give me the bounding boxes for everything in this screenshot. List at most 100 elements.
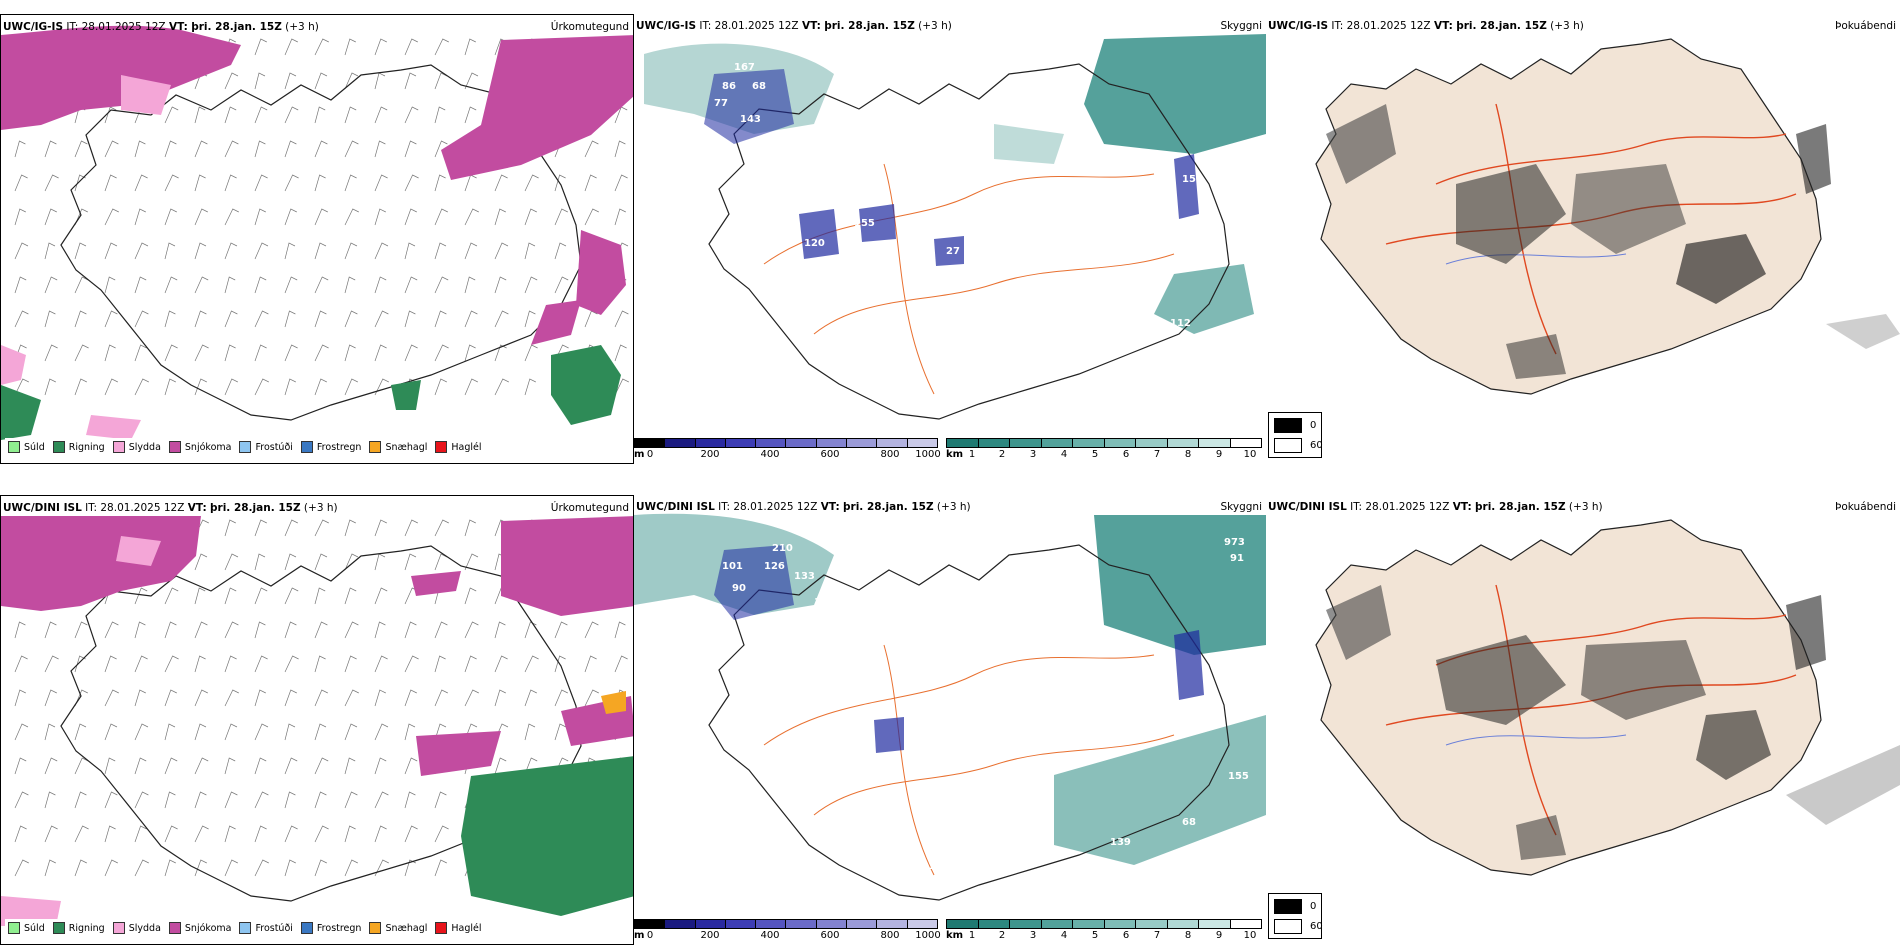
wind-barb (464, 344, 476, 362)
colorbar-tick: 6 (1122, 930, 1130, 941)
wind-barb (614, 378, 629, 396)
wind-barb (254, 553, 266, 571)
wind-barb (344, 140, 359, 158)
colorbar-cell (725, 920, 757, 928)
wind-barb (404, 519, 418, 537)
wind-barb (254, 859, 269, 877)
ceiling-label: 68 (752, 81, 766, 92)
wind-barb (254, 757, 267, 775)
wind-barb (584, 655, 597, 673)
colorbar-cell (1136, 439, 1168, 447)
wind-barb (224, 825, 236, 843)
wind-barb (374, 38, 387, 56)
wind-barb (404, 621, 417, 639)
wind-barb (254, 174, 268, 192)
wind-barb (134, 140, 146, 158)
colorbar-cell (947, 439, 979, 447)
wind-barb (284, 378, 296, 396)
wind-barb (314, 106, 326, 124)
wind-barb (284, 344, 298, 362)
colorbar-cells (634, 438, 938, 448)
legend-swatch (112, 922, 125, 934)
colorbar-tick: 1 (968, 930, 976, 941)
wind-barb (434, 310, 447, 328)
colorbar-cell (1010, 920, 1042, 928)
wind-barb (374, 587, 388, 605)
ceiling-label: 973 (1224, 537, 1245, 548)
low-cloud-area (859, 204, 896, 242)
colorbar-cell (1199, 439, 1231, 447)
wind-barb (254, 519, 267, 537)
wind-barb (404, 723, 416, 741)
wind-barb (584, 310, 598, 328)
river-lines (1445, 253, 1627, 265)
wind-barb (314, 378, 327, 396)
rain-area (1, 385, 41, 440)
wind-barb (344, 174, 357, 192)
wind-barb (44, 276, 58, 294)
visibility-area (1084, 34, 1266, 154)
wind-barb (614, 655, 628, 673)
ceiling-label: 139 (1110, 837, 1131, 848)
wind-barb (134, 276, 147, 294)
wind-barb (164, 825, 178, 843)
precip-legend: Súld Rigning Slydda Snjókoma Frostúði Fr… (5, 438, 485, 456)
wind-barb (134, 655, 148, 673)
wind-barb (134, 757, 147, 775)
colorbar-tick: 1 (968, 449, 976, 460)
wind-barb (374, 621, 386, 639)
colorbar-cell (1199, 920, 1231, 928)
wind-barb (344, 723, 358, 741)
sleet-area (116, 536, 161, 566)
colorbar-cell (665, 920, 696, 928)
wind-barb (224, 621, 239, 639)
wind-barb (434, 140, 448, 158)
iceland-outline (60, 545, 582, 902)
cloud-panel-row2: 210 101 126 133 90 115 84 973 91 155 68 … (634, 495, 1266, 945)
fog-area (1456, 164, 1566, 264)
wind-barb (14, 208, 26, 226)
colorbar-tick: 6 (1122, 449, 1130, 460)
wind-barb (464, 106, 477, 124)
wind-barb (434, 859, 447, 877)
wind-barb (404, 106, 419, 124)
wind-barb (404, 242, 416, 260)
wind-barb (284, 276, 298, 294)
snow-area (441, 35, 633, 180)
wind-barb (74, 791, 87, 809)
colorbar-cell (877, 439, 908, 447)
colorbar-tick: 3 (1029, 449, 1037, 460)
wind-barb (464, 72, 479, 90)
wind-barb (224, 72, 239, 90)
wind-barb (494, 655, 508, 673)
wind-barb (374, 242, 389, 260)
wind-barb (314, 791, 327, 809)
wind-barb (14, 140, 26, 158)
colorbar-cell (877, 920, 908, 928)
wind-barb (404, 689, 417, 707)
wind-barb (194, 553, 208, 571)
wind-barb (74, 276, 89, 294)
low-cloud-area (874, 717, 904, 753)
wind-barb (434, 553, 448, 571)
legend-item-slydda: Slydda (112, 441, 161, 453)
legend-swatch (52, 922, 65, 934)
wind-barb (284, 553, 297, 571)
sleet-area (86, 415, 141, 440)
wind-barb (404, 140, 417, 158)
wind-barb (464, 310, 478, 328)
colorbar-tick: 9 (1215, 930, 1223, 941)
fog-panel-row2: UWC/DINI ISL IT: 28.01.2025 12Z VT: þri.… (1266, 495, 1900, 945)
wind-barb (374, 655, 388, 673)
wind-barb (134, 242, 149, 260)
wind-barb (44, 208, 57, 226)
colorbar-unit: km (946, 930, 964, 941)
wind-barb (374, 344, 387, 362)
colorbar-cells (634, 919, 938, 929)
ceiling-label: 155 (1228, 771, 1249, 782)
wind-barb (224, 106, 237, 124)
wind-barb (494, 689, 506, 707)
panel-title: Þokuábendi (1835, 501, 1896, 513)
wind-barb (74, 757, 89, 775)
colorbar-cells (946, 438, 1262, 448)
